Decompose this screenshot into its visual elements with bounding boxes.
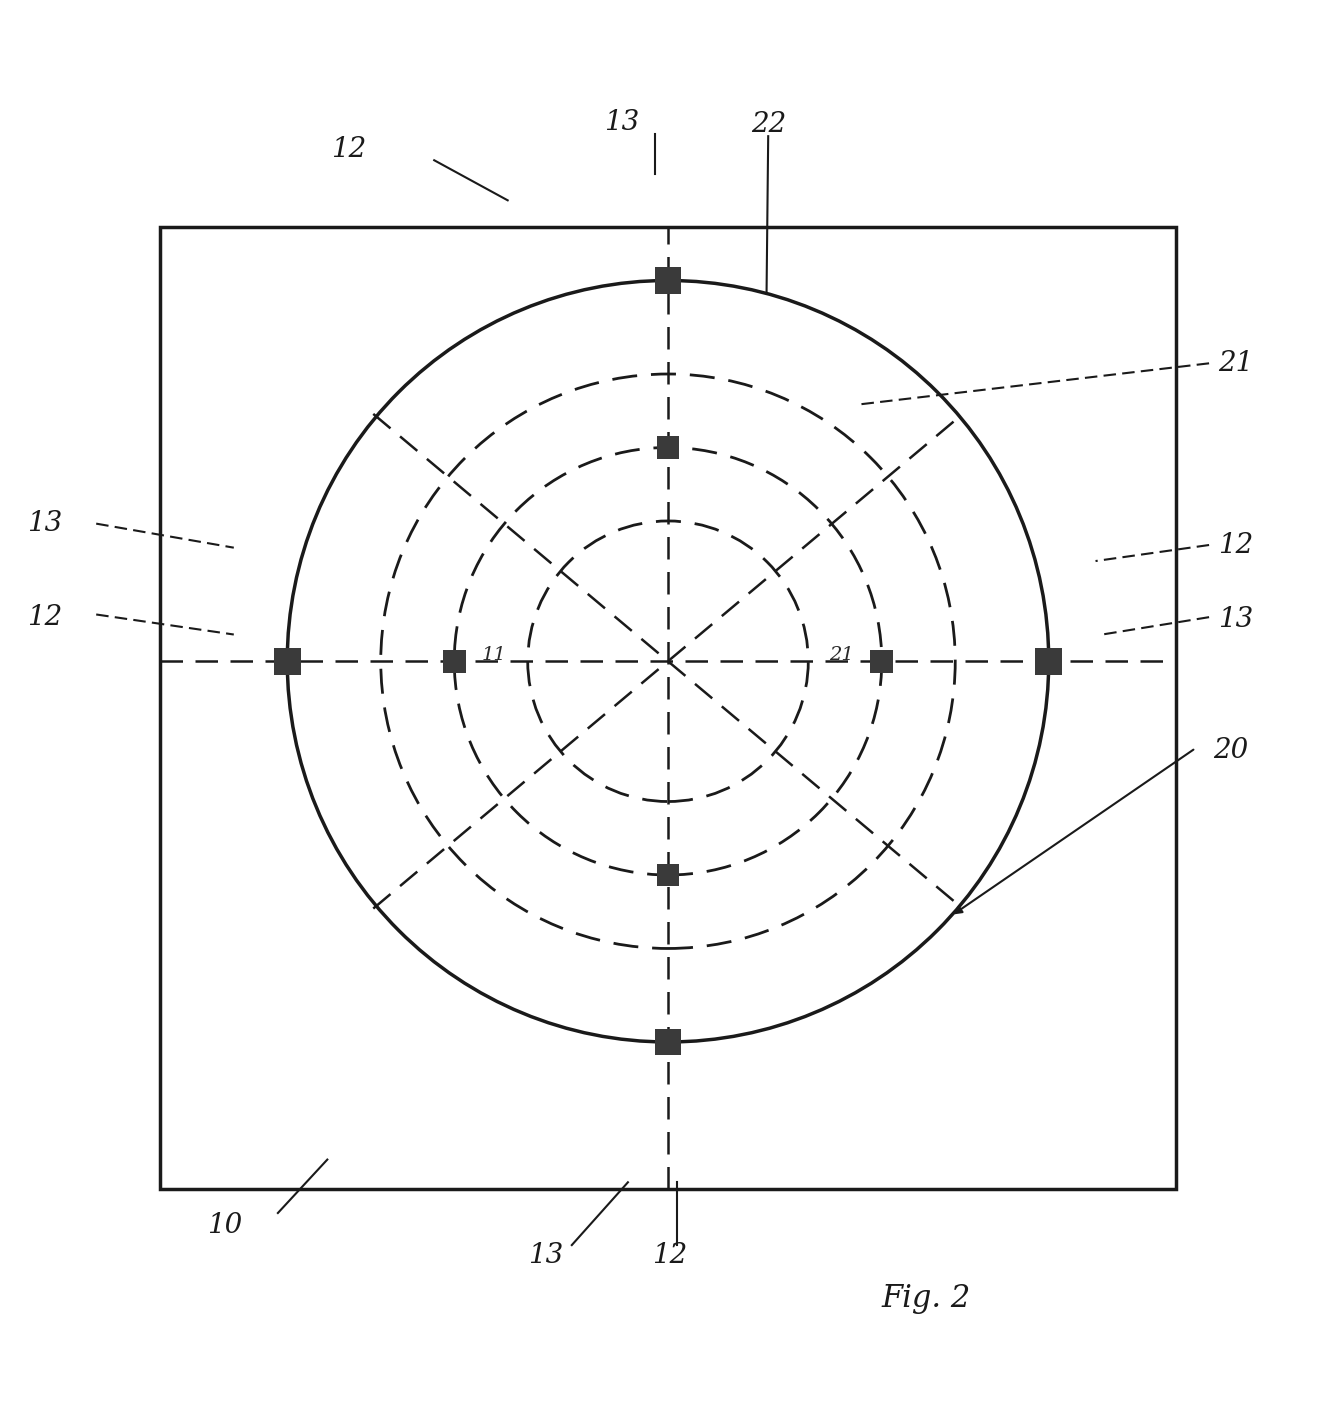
Bar [656,436,679,459]
Text: 21: 21 [1218,350,1253,377]
Bar [655,268,681,295]
Text: 12: 12 [331,136,366,163]
Text: 12: 12 [27,603,61,630]
Text: Fig. 2: Fig. 2 [882,1283,971,1314]
Bar [656,864,679,886]
Text: 12: 12 [1218,531,1253,558]
Bar [1035,649,1062,674]
Text: 20: 20 [1213,738,1248,765]
Bar [655,1028,681,1055]
Text: 11: 11 [482,646,506,664]
Text: 13: 13 [604,109,639,136]
Bar [160,227,1176,1189]
Text: 13: 13 [528,1242,562,1269]
Text: 21: 21 [830,646,854,664]
Text: 13: 13 [27,510,61,537]
Bar [274,649,301,674]
Bar [871,650,892,673]
Text: 10: 10 [207,1212,242,1239]
Text: 22: 22 [751,110,786,137]
Bar [442,650,465,673]
Text: 13: 13 [1218,606,1253,633]
Text: 12: 12 [652,1242,687,1269]
